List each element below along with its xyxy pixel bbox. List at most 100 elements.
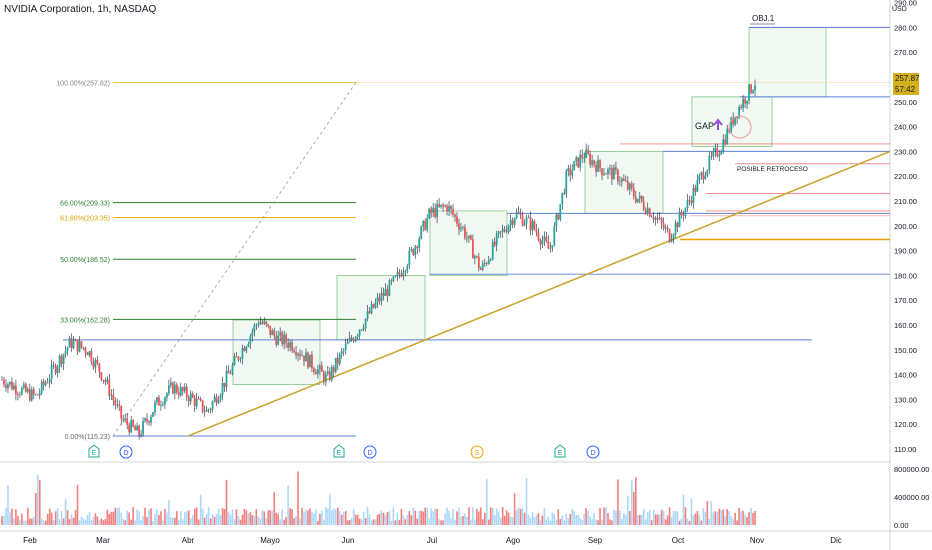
volume-bar [728, 511, 730, 525]
candle-body [92, 362, 95, 368]
volume-bar [9, 512, 11, 525]
candle-body [15, 385, 17, 395]
candle-body [722, 139, 725, 152]
candle-body [384, 289, 387, 296]
trend-lines[interactable] [187, 150, 891, 437]
candle-body [358, 329, 361, 336]
volume-bar [174, 517, 176, 525]
candle-body [428, 208, 431, 219]
volume-bar [571, 508, 574, 525]
volume-bar [533, 517, 536, 525]
volume-bar [366, 507, 369, 525]
volume-bar [1, 516, 3, 525]
fib-level-label: 0.00%(115.23) [65, 434, 110, 441]
volume-bar [432, 511, 434, 525]
candle-body [535, 229, 538, 233]
volume-bar [503, 515, 506, 525]
candle-body [64, 350, 67, 355]
candle-body [700, 172, 703, 176]
candle-body [126, 418, 129, 425]
candle-body [378, 297, 381, 302]
candle-body [30, 389, 33, 401]
volume-bar [195, 507, 198, 525]
candle-body [469, 235, 472, 240]
candle-body [638, 195, 641, 199]
candle-body [299, 353, 301, 356]
volume-bar [487, 519, 490, 525]
volume-bar [128, 512, 130, 525]
candle-body [656, 217, 659, 220]
volume-bar [42, 520, 45, 525]
volume-bar [66, 510, 69, 525]
candle-body [295, 352, 297, 356]
candle-body [334, 357, 337, 372]
volume-bar [680, 518, 683, 525]
candle-body [5, 384, 7, 389]
candle-body [444, 205, 446, 207]
volume-bar [56, 508, 59, 525]
candle-body [44, 382, 47, 386]
volume-bar [5, 507, 7, 525]
candle-body [293, 350, 295, 353]
volume-bar [436, 508, 438, 525]
candle-body [66, 347, 69, 351]
volume-bar [96, 516, 99, 525]
volume-bar [704, 511, 707, 525]
volume-bar [652, 509, 655, 525]
candle-body [622, 178, 625, 181]
volume-bar [370, 520, 373, 525]
volume-bar [418, 511, 421, 525]
candle-body [56, 367, 59, 374]
volume-bar [207, 507, 210, 525]
candle-body [412, 249, 415, 256]
candle-body [555, 214, 558, 227]
volume-bar [378, 513, 381, 525]
volume-bar [253, 515, 256, 525]
volume-tick-label: 800000.00 [894, 465, 929, 474]
fibonacci-retracement[interactable]: 100.00%(257.82) 66.00%(209.33) 61.80%(203.… [56, 80, 890, 441]
volume-bar [400, 508, 403, 525]
time-tick-label: Oct [672, 536, 685, 545]
volume-bar [138, 511, 140, 525]
candle-body [724, 139, 727, 144]
volume-bar [182, 519, 184, 525]
candle-body [116, 404, 119, 406]
candle-body [740, 107, 743, 108]
volume-bar [21, 513, 23, 525]
volume-bar [513, 493, 516, 525]
dividend-marker [119, 445, 133, 459]
candle-body [336, 357, 339, 364]
volume-bar [112, 511, 115, 525]
candle-body [318, 365, 321, 370]
candle-body [698, 175, 701, 180]
currency-label: USD [892, 6, 907, 13]
candle-body [54, 365, 57, 374]
candle-body [120, 405, 123, 419]
volume-bar [591, 519, 593, 525]
volume-bar [108, 513, 111, 525]
horizontal-levels [63, 26, 890, 341]
event-marker-letter: D [123, 450, 128, 457]
candle-body [464, 227, 466, 238]
volume-bar [527, 514, 530, 525]
volume-bar [287, 485, 289, 525]
candle-body [156, 397, 158, 403]
price-tick-label: 200.00 [894, 222, 917, 231]
candle-body [541, 240, 544, 245]
time-axis[interactable]: Feb Mar Abr Mayo Jun Jul Ago Sep Oct Nov Dic [23, 536, 842, 545]
volume-bar [672, 510, 675, 525]
volume-bar [644, 519, 647, 525]
volume-bar [94, 513, 97, 525]
volume-bar [102, 520, 105, 525]
volume-bar [497, 511, 500, 525]
candle-body [688, 200, 691, 201]
volume-bar [716, 511, 719, 525]
volume-bar [521, 507, 524, 525]
candle-body [624, 180, 627, 182]
candle-body [301, 355, 303, 357]
volume-bar [408, 511, 411, 525]
candle-body [215, 396, 218, 404]
volume-bar [754, 510, 756, 525]
volume-bar [398, 520, 401, 525]
